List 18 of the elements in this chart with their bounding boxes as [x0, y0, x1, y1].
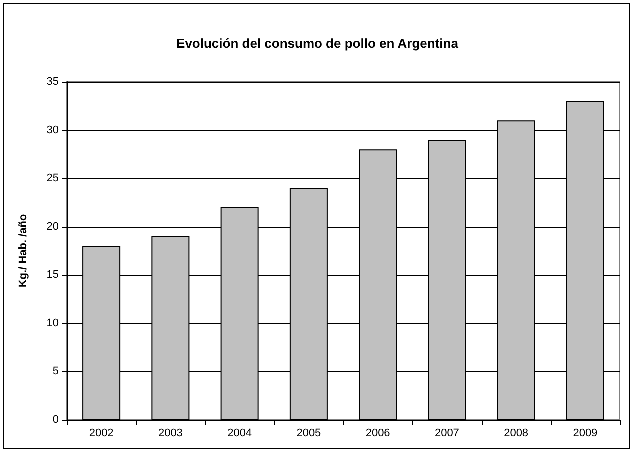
y-tick-label: 15 — [46, 269, 59, 282]
y-tick-label: 0 — [52, 414, 59, 426]
x-tick-label: 2008 — [504, 428, 529, 440]
x-tick-label: 2002 — [89, 428, 114, 440]
x-tick-label: 2004 — [228, 428, 252, 440]
y-tick-label: 30 — [46, 124, 59, 136]
x-tick-label: 2006 — [366, 428, 390, 440]
x-tick-label: 2007 — [434, 428, 460, 440]
y-tick-label: 35 — [46, 76, 59, 88]
x-tick-label: 2003 — [158, 428, 183, 440]
y-axis-title: Kg./ Hab. /año — [18, 214, 30, 288]
y-tick-label: 20 — [46, 220, 59, 233]
x-tick-label: 2005 — [296, 428, 322, 440]
y-tick-label: 5 — [52, 366, 59, 378]
x-tick-label: 2009 — [573, 428, 598, 440]
chart-title: Evolución del consumo de pollo en Argentina — [176, 36, 460, 51]
y-tick-label: 10 — [46, 317, 59, 330]
y-tick-label: 25 — [46, 172, 59, 185]
